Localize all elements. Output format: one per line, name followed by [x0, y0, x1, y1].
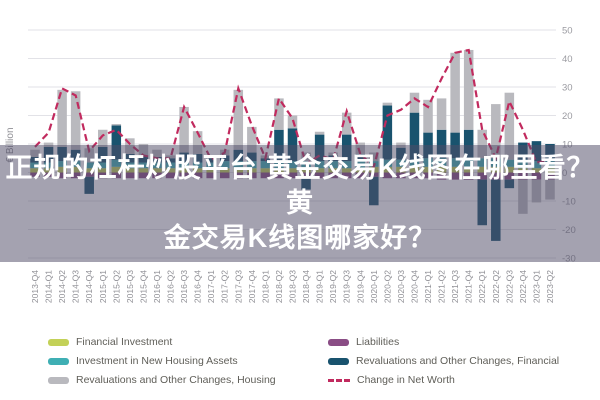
x-tick-label: 2016-Q3: [179, 270, 189, 303]
x-tick-label: 2018-Q1: [260, 270, 270, 303]
x-tick-label: 2022-Q4: [518, 270, 528, 303]
legend-label: Investment in New Housing Assets: [76, 355, 238, 367]
legend-swatch-icon: [48, 338, 69, 346]
bar-segment: [382, 105, 393, 160]
overlay-title-line2: 金交易K线图哪家好？: [163, 223, 437, 253]
bar-segment: [192, 131, 203, 154]
legend-swatch-icon: [48, 376, 69, 384]
x-tick-label: 2022-Q1: [477, 270, 487, 303]
x-tick-label: 2014-Q3: [71, 270, 81, 303]
overlay-title: 正规的杠杆炒股平台 黄金交易K线图在哪里看？黄 金交易K线图哪家好？: [0, 151, 600, 256]
x-tick-label: 2017-Q3: [233, 270, 243, 303]
overlay-title-line1: 正规的杠杆炒股平台 黄金交易K线图在哪里看？黄: [5, 153, 595, 218]
bar-segment: [274, 98, 284, 130]
bar-segment: [287, 128, 298, 162]
bar-segment: [57, 89, 67, 147]
x-tick-label: 2014-Q1: [44, 270, 54, 303]
bar-segment: [314, 131, 325, 135]
bar-segment: [70, 91, 81, 150]
x-tick-label: 2017-Q4: [247, 270, 257, 303]
x-tick-label: 2016-Q1: [152, 270, 162, 303]
legend-item: Revaluations and Other Changes, Housing: [48, 373, 276, 387]
x-tick-label: 2019-Q2: [328, 270, 338, 303]
bar-segment: [477, 129, 487, 159]
legend: Financial Investment Investment in New Ho…: [0, 331, 600, 393]
x-tick-label: 2016-Q4: [193, 270, 203, 303]
x-tick-label: 2017-Q2: [220, 270, 230, 303]
x-tick-label: 2020-Q3: [396, 270, 406, 303]
bar-segment: [111, 124, 122, 126]
x-tick-label: 2018-Q3: [288, 270, 298, 303]
bar-segment: [179, 106, 189, 153]
x-tick-label: 2022-Q3: [504, 270, 514, 303]
bar-segment: [98, 129, 108, 147]
bar-segment: [463, 49, 474, 130]
bar-segment: [436, 129, 447, 159]
x-tick-label: 2014-Q2: [57, 270, 67, 303]
x-tick-label: 2019-Q1: [315, 270, 325, 303]
bar-segment: [111, 125, 122, 160]
bar-segment: [43, 142, 54, 147]
y-tick-label: 20: [562, 111, 573, 122]
x-tick-label: 2014-Q4: [84, 270, 94, 303]
legend-item: Revaluations and Other Changes, Financia…: [328, 354, 559, 368]
x-tick-label: 2019-Q4: [355, 270, 365, 303]
x-tick-label: 2015-Q1: [98, 270, 108, 303]
y-tick-label: 50: [562, 26, 573, 37]
legend-swatch-icon: [328, 338, 349, 346]
bar-segment: [423, 99, 433, 133]
legend-item: Change in Net Worth: [328, 373, 455, 387]
overlay-banner: 正规的杠杆炒股平台 黄金交易K线图在哪里看？黄 金交易K线图哪家好？: [0, 145, 600, 262]
legend-label: Liabilities: [356, 336, 400, 348]
x-tick-label: 2020-Q2: [382, 270, 392, 303]
legend-item: Financial Investment: [48, 335, 172, 349]
bar-segment: [233, 89, 244, 150]
x-tick-label: 2018-Q4: [301, 270, 311, 303]
legend-item: Liabilities: [328, 335, 399, 349]
legend-item: Investment in New Housing Assets: [48, 354, 238, 368]
bar-segment: [491, 104, 501, 159]
legend-swatch-icon: [48, 357, 69, 365]
net-worth-line: [34, 48, 551, 169]
bar-segment: [382, 102, 393, 106]
dashed-line-swatch-icon: [328, 378, 350, 382]
x-tick-label: 2023-Q2: [545, 270, 555, 303]
legend-label: Financial Investment: [76, 336, 173, 348]
x-tick-label: 2023-Q1: [531, 270, 541, 303]
bar-segment: [247, 126, 257, 153]
bar-segment: [409, 92, 420, 113]
x-tick-label: 2013-Q4: [30, 270, 40, 303]
x-tick-label: 2021-Q2: [437, 270, 447, 303]
bar-segment: [463, 129, 474, 159]
bar-segment: [450, 52, 460, 133]
legend-label: Revaluations and Other Changes, Financia…: [356, 355, 560, 367]
x-tick-label: 2017-Q1: [206, 270, 216, 303]
bar-segment: [409, 112, 420, 160]
y-tick-label: 30: [562, 83, 573, 94]
x-tick-label: 2020-Q1: [369, 270, 379, 303]
x-tick-label: 2019-Q3: [342, 270, 352, 303]
x-tick-label: 2021-Q4: [464, 270, 474, 303]
x-tick-label: 2018-Q2: [274, 270, 284, 303]
x-tick-label: 2021-Q1: [423, 270, 433, 303]
x-tick-label: 2016-Q2: [166, 270, 176, 303]
legend-label: Revaluations and Other Changes, Housing: [76, 374, 276, 386]
y-tick-label: 40: [562, 54, 573, 65]
x-tick-label: 2015-Q4: [138, 270, 148, 303]
x-tick-label: 2015-Q3: [125, 270, 135, 303]
legend-label: Change in Net Worth: [357, 374, 455, 386]
x-tick-label: 2020-Q4: [409, 270, 419, 303]
x-tick-label: 2015-Q2: [111, 270, 121, 303]
x-tick-label: 2021-Q3: [450, 270, 460, 303]
bar-segment: [341, 112, 352, 135]
legend-swatch-icon: [328, 357, 349, 365]
x-tick-label: 2022-Q2: [491, 270, 501, 303]
bar-segment: [504, 92, 515, 160]
bar-segment: [436, 98, 447, 130]
